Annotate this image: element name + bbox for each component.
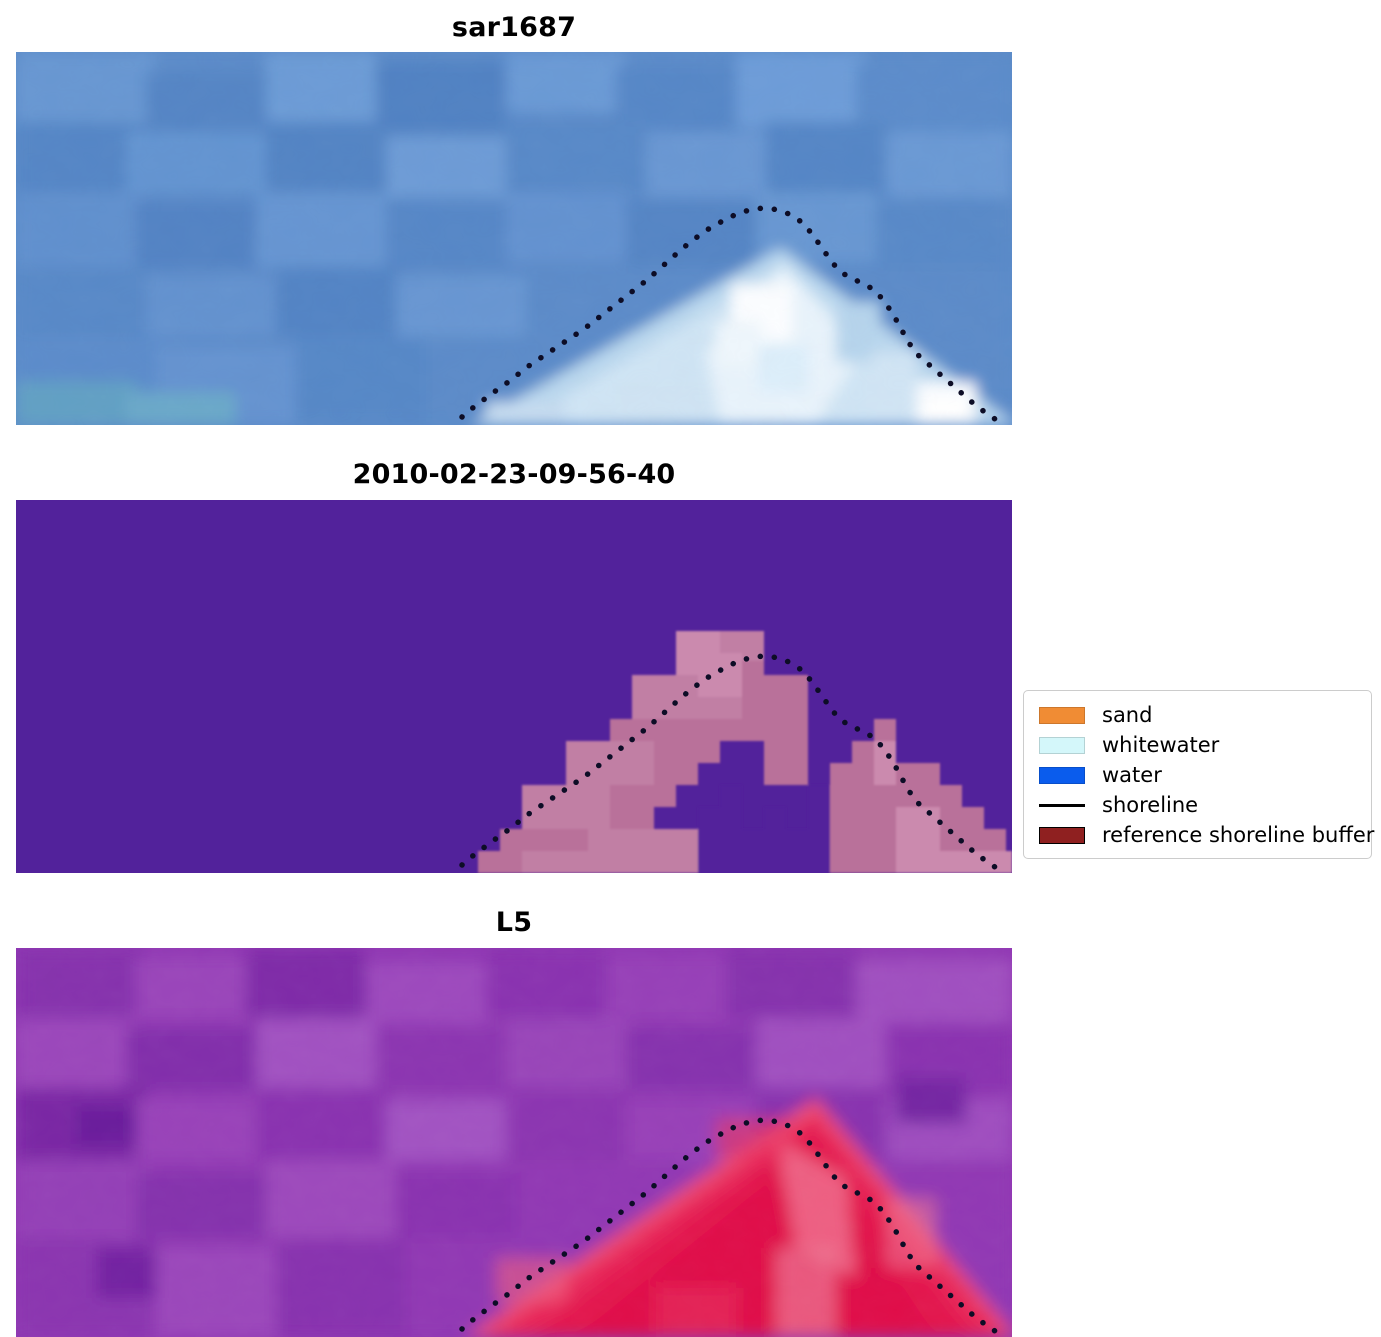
legend-label-water: water [1102,762,1162,787]
legend-label-whitewater: whitewater [1102,732,1220,757]
water-color-swatch [1039,766,1085,784]
panel-title-sar: sar1687 [451,12,577,43]
sand-color-swatch [1039,706,1085,724]
panel-title-l5: L5 [495,907,533,938]
legend-label-shoreline: shoreline [1102,792,1199,817]
legend-box: sand whitewater water shoreline referenc… [1023,690,1374,859]
classification-raster [16,500,1012,873]
legend-item-sand: sand [1032,700,1363,730]
legend-item-water: water [1032,760,1363,790]
legend-item-whitewater: whitewater [1032,730,1363,760]
panel-classification-mask[interactable] [16,500,1012,873]
panel-title-classification: 2010-02-23-09-56-40 [352,459,676,490]
legend-item-shoreline: shoreline [1032,790,1363,820]
legend-item-reference-shoreline-buffer: reference shoreline buffer [1032,820,1374,850]
whitewater-color-swatch [1039,736,1085,754]
sar-raster [16,52,1012,425]
panel-l5-image[interactable] [16,948,1012,1337]
panel-sar-image[interactable] [16,52,1012,425]
reference-shoreline-buffer-color-swatch [1039,826,1085,844]
legend-label-sand: sand [1102,702,1153,727]
shoreline-line-swatch [1039,797,1085,814]
legend-label-reference-shoreline-buffer: reference shoreline buffer [1102,822,1375,847]
l5-raster [16,948,1012,1337]
